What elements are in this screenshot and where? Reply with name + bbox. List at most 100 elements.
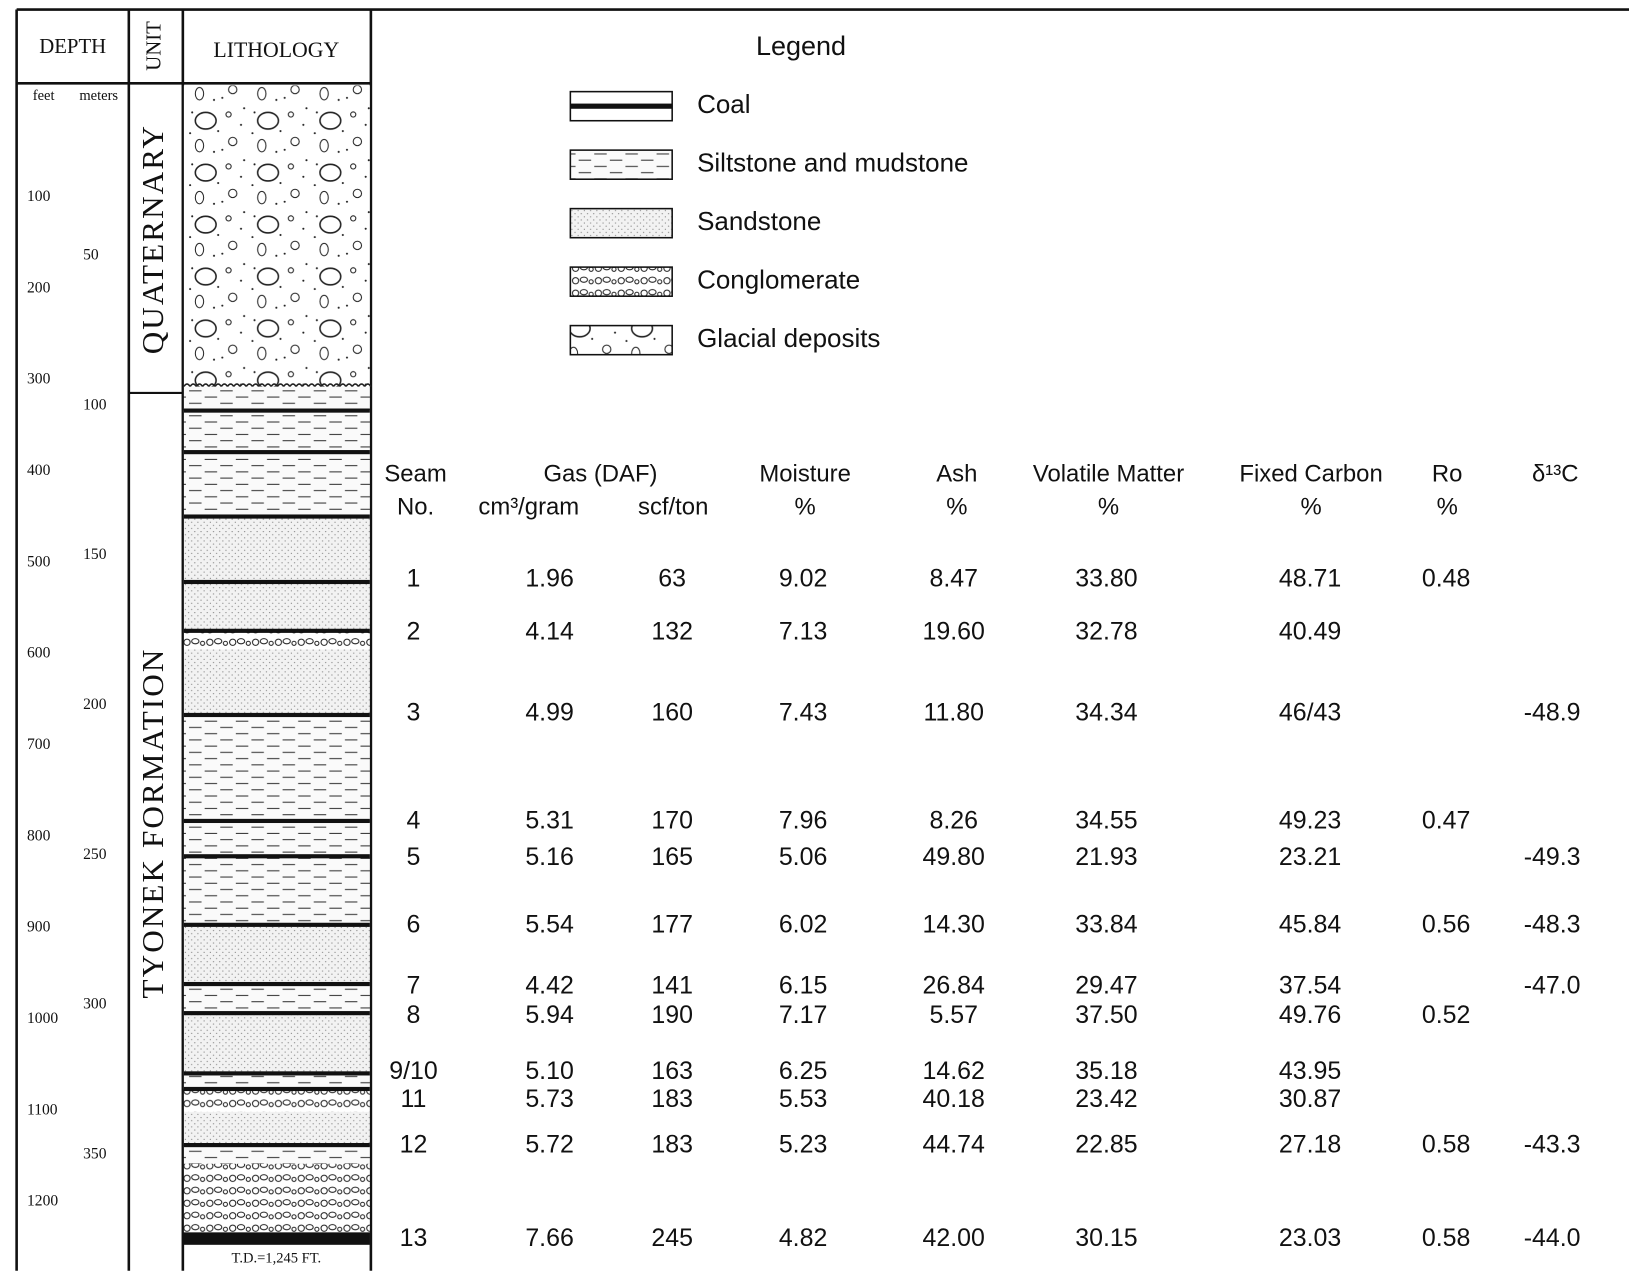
depth-meters-label: 100 [83, 396, 107, 413]
rock-layer [183, 1163, 370, 1233]
table-cell: 30.87 [1279, 1085, 1341, 1113]
legend-title: Legend [756, 31, 846, 61]
table-cell: 4.42 [525, 972, 574, 1000]
legend-swatch [569, 207, 673, 239]
table-cell: 22.85 [1075, 1131, 1137, 1159]
table-cell: 26.84 [923, 972, 986, 1000]
table-cell: 11.80 [923, 699, 984, 727]
unit-label: TYONEK FORMATION [135, 648, 170, 999]
table-cell: 8.26 [929, 807, 978, 835]
depth-feet-label: 500 [27, 553, 51, 570]
table-cell: 7.66 [525, 1224, 574, 1252]
table-cell: 7.96 [779, 807, 828, 835]
table-cell: 3 [407, 699, 421, 727]
table-cell: 190 [651, 1001, 693, 1029]
legend-coal-band [570, 103, 673, 109]
frame [15, 8, 1629, 1271]
depth-header: DEPTH [39, 35, 106, 58]
table-cell: 32.78 [1075, 617, 1137, 645]
table-cell: 7.13 [779, 617, 828, 645]
table-cell: 33.80 [1075, 564, 1137, 592]
depth-feet-label: 900 [27, 919, 51, 936]
table-cell: 7 [407, 972, 421, 1000]
table-cell: 5 [407, 843, 421, 871]
coal-layer [183, 818, 370, 824]
meters-label: meters [79, 88, 118, 104]
column-header: δ¹³C [1532, 460, 1578, 487]
table-cell: 5.57 [929, 1001, 978, 1029]
column-header: Moisture [759, 460, 851, 487]
rock-layer [183, 714, 370, 821]
depth-meters-label: 350 [83, 1145, 107, 1162]
table-cell: 245 [651, 1224, 693, 1252]
rock-layer [183, 581, 370, 631]
table-cell: 4.82 [779, 1224, 828, 1252]
coal-layer [183, 854, 370, 859]
table-cell: 4.99 [525, 699, 574, 727]
column-subheader: % [795, 494, 816, 521]
table-cell: 5.94 [525, 1001, 574, 1029]
table-cell: 21.93 [1075, 843, 1137, 871]
column-subheader: scf/ton [638, 494, 708, 521]
table-cell: 5.16 [525, 843, 574, 871]
table-cell: -48.3 [1524, 910, 1581, 938]
coal-layer [183, 579, 370, 585]
depth-feet-label: 600 [27, 645, 51, 662]
rock-layer [183, 452, 370, 517]
rock-layer [183, 1013, 370, 1074]
depth-scale: 100 200 300 400 500 600 700 800 900 1000 1100 1200 5… [27, 188, 107, 1210]
legend-label: Conglomerate [697, 265, 860, 295]
table-cell: 14.30 [923, 910, 985, 938]
table-cell: 5.31 [525, 807, 574, 835]
table-cell: 40.18 [923, 1085, 985, 1113]
table-cell: 8 [407, 1001, 421, 1029]
table-cell: 1 [407, 564, 421, 592]
rock-layer [183, 649, 370, 715]
table-cell: 9.02 [779, 564, 828, 592]
coal-layer [183, 922, 370, 927]
rock-layer [183, 924, 370, 985]
rock-layer [183, 856, 370, 925]
table-cell: 46/43 [1279, 699, 1341, 727]
table-cell: 2 [407, 617, 421, 645]
td-label: T.D.=1,245 FT. [232, 1251, 322, 1267]
coal-layer [183, 981, 370, 987]
depth-meters-label: 50 [83, 247, 99, 264]
coal-layer [183, 514, 370, 519]
rock-layer [183, 630, 370, 650]
table-cell: 34.55 [1075, 807, 1137, 835]
table-cell: 160 [651, 699, 693, 727]
legend-swatch [569, 324, 673, 356]
table-cell: 4 [407, 807, 421, 835]
table-cell: 43.95 [1279, 1057, 1341, 1085]
table-cell: 0.58 [1422, 1131, 1471, 1159]
glacial-layer [183, 85, 370, 387]
depth-feet-label: 200 [27, 279, 51, 296]
table-cell: 177 [651, 910, 693, 938]
table-cell: 183 [651, 1131, 693, 1159]
table-cell: 30.15 [1075, 1224, 1137, 1252]
table-cell: 45.84 [1279, 910, 1342, 938]
table-cell: 5.53 [779, 1085, 828, 1113]
rock-layer [183, 410, 370, 453]
table-cell: 12 [400, 1131, 428, 1159]
table-cell: -47.0 [1524, 972, 1581, 1000]
legend-swatch [569, 266, 673, 297]
depth-meters-label: 150 [83, 546, 107, 563]
table-cell: -43.3 [1524, 1131, 1581, 1159]
table-cell: 0.47 [1422, 807, 1471, 835]
table-cell: 23.03 [1279, 1224, 1341, 1252]
table-cell: 6.15 [779, 972, 828, 1000]
table-cell: 5.23 [779, 1131, 828, 1159]
table-cell: 49.80 [923, 843, 985, 871]
rock-layer [183, 820, 370, 857]
rock-layer [183, 1088, 370, 1112]
column-header: Ash [936, 460, 977, 487]
rock-layer [183, 1111, 370, 1146]
table-cell: 7.17 [779, 1001, 828, 1029]
table-cell: 183 [651, 1085, 693, 1113]
column-header: Ro [1432, 460, 1463, 487]
coal-layer [183, 450, 370, 455]
